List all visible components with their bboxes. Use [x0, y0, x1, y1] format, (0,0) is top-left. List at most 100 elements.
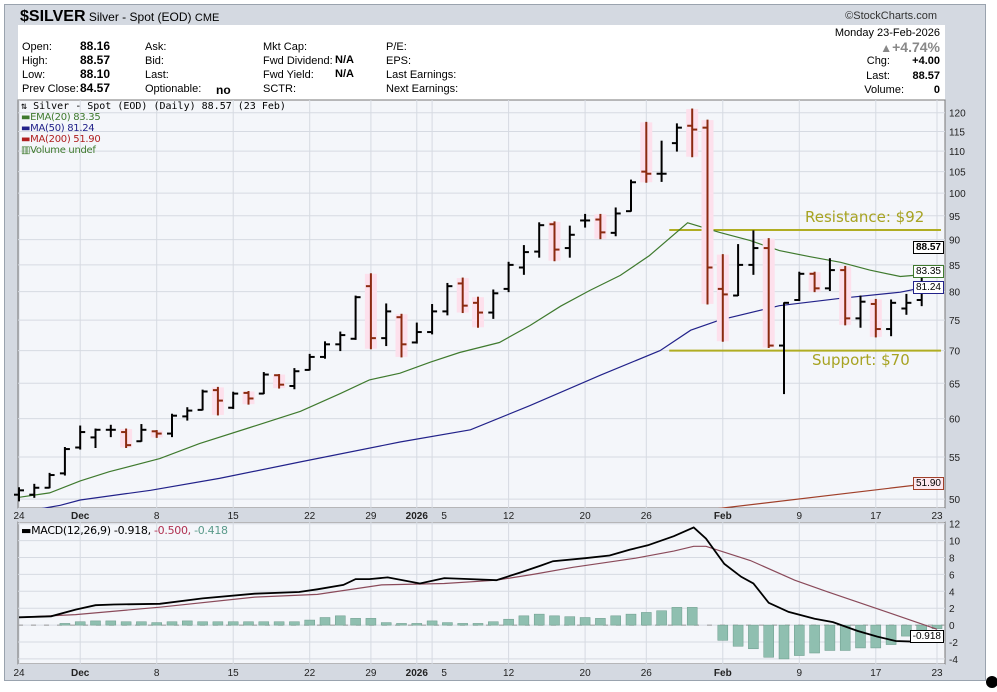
chart-header: $SILVER Silver - Spot (EOD) CME — [20, 8, 219, 27]
support-label: Support: $70 — [812, 351, 910, 369]
macd-histogram-bar — [839, 624, 851, 651]
macd-histogram-bar — [518, 615, 530, 626]
copyright-link[interactable]: ©StockCharts.com — [845, 10, 937, 22]
last-label: Last: — [866, 69, 890, 82]
last-price-tag: 88.57 — [912, 241, 944, 254]
price-tick-label: 100 — [949, 189, 966, 200]
fwd-yield-value: N/A — [335, 68, 354, 80]
date-tick-label: 20 — [580, 668, 592, 679]
chg-row: Chg: +4.00 — [832, 54, 940, 69]
ohlc-bar-up — [534, 222, 545, 258]
ohlc-bar-down — [686, 108, 699, 158]
macd-histogram-bar — [411, 623, 423, 626]
ohlc-bar-up — [656, 140, 667, 182]
legend-volume: ▥Volume undef — [21, 145, 96, 156]
ma200-line — [717, 482, 938, 508]
fwd-yield-label: Fwd Yield: — [263, 69, 314, 81]
date-tick-label: 20 — [580, 511, 592, 522]
ema20-tag: 83.35 — [912, 265, 944, 278]
macd-histogram-bar — [166, 621, 178, 626]
date-tick-label: 8 — [154, 511, 160, 522]
volume-value: 0 — [933, 84, 940, 96]
macd-histogram-bar — [855, 624, 866, 649]
macd-histogram-bar — [151, 622, 162, 626]
ohlc-bar-up — [748, 230, 759, 275]
ohlc-bar-up — [29, 483, 40, 498]
macd-histogram-bar — [564, 616, 576, 626]
ohlc-bar-up — [855, 295, 866, 328]
macd-histogram-bar — [212, 621, 224, 626]
price-tick-label: 105 — [949, 168, 966, 179]
eps-label: EPS: — [386, 55, 412, 67]
legend-ma200: ▬MA(200) 51.90 — [21, 134, 101, 145]
quote-panel: Open: 88.16 High: 88.57 Low: 88.10 Prev … — [18, 25, 945, 100]
macd-histogram-bar — [748, 624, 759, 650]
macd-histogram-bar — [778, 624, 790, 660]
macd-histogram-bar — [472, 623, 484, 626]
date-tick-label: 9 — [797, 511, 803, 522]
macd-legend: ▬MACD(12,26,9) -0.918, -0.500, -0.418 — [21, 524, 228, 537]
macd-histogram-bar — [794, 624, 805, 656]
high-value: 88.57 — [80, 53, 111, 67]
macd-tick-label: 0 — [949, 621, 955, 632]
ohlc-bar-up — [886, 299, 897, 337]
summary-date: Monday 23-Feb-2026 — [834, 27, 940, 39]
open-value: 88.16 — [80, 39, 111, 53]
macd-legend-signal: -0.500, — [154, 524, 191, 537]
next-earnings-label: Next Earnings: — [386, 83, 459, 95]
symbol: $SILVER — [20, 8, 86, 25]
ohlc-bar-down — [456, 277, 469, 314]
macd-histogram-bar — [579, 617, 591, 626]
ohlc-bar-down — [395, 313, 408, 358]
price-tick-label: 115 — [949, 127, 965, 138]
date-tick-label: 22 — [304, 668, 316, 679]
macd-line — [18, 526, 938, 643]
ohlc-bar-up — [733, 244, 744, 297]
ohlc-bar-up — [136, 424, 147, 443]
ohlc-bar-down — [211, 386, 224, 416]
ohlc-bar-down — [701, 119, 714, 305]
low-value: 88.10 — [80, 67, 111, 81]
macd-tick-label: 2 — [949, 604, 955, 615]
ohlc-bar-up — [488, 289, 499, 319]
ohlc-bar-up — [105, 424, 116, 438]
price-tick-label: 90 — [949, 236, 961, 247]
macd-histogram-bar — [442, 622, 453, 626]
bar-chart-icon: ⇅ — [21, 101, 28, 112]
macd-histogram-bar — [136, 621, 147, 626]
price-tick-label: 50 — [949, 495, 961, 506]
macd-histogram-bar — [549, 615, 560, 626]
macd-histogram-bar — [90, 620, 101, 626]
ohlc-bar-down — [839, 265, 852, 326]
macd-histogram-bar — [289, 621, 300, 626]
macd-legend-hist: -0.418 — [194, 524, 228, 537]
ohlc-bar-up — [580, 213, 591, 228]
macd-histogram-bar — [273, 621, 285, 626]
ohlc-bar-up — [794, 271, 805, 302]
macd-tick-label: 8 — [949, 554, 955, 565]
ohlc-bar-down — [762, 238, 775, 348]
ohlc-bar-down — [869, 298, 882, 338]
price-tick-label: 85 — [949, 261, 961, 272]
macd-tick-label: 12 — [949, 520, 961, 531]
date-tick-label: 12 — [503, 511, 515, 522]
bid-label: Bid: — [145, 55, 164, 67]
ohlc-bar-up — [518, 245, 529, 275]
legend-ema20: ▬EMA(20) 83.35 — [21, 112, 101, 123]
up-triangle-icon: ▲ — [880, 40, 893, 55]
date-tick-label: 17 — [870, 668, 882, 679]
macd-histogram-bar — [732, 624, 744, 647]
date-tick-label: 22 — [304, 511, 316, 522]
macd-histogram-bar — [625, 613, 637, 626]
date-tick-label: 15 — [228, 511, 240, 522]
ohlc-bar-up — [824, 258, 835, 292]
ohlc-bar-up — [289, 368, 300, 390]
ohlc-bar-down — [472, 296, 484, 328]
ma50-tag: 81.24 — [912, 281, 944, 294]
high-label: High: — [22, 55, 48, 67]
ohlc-bar-up — [59, 446, 70, 476]
macd-histogram-bar — [457, 623, 468, 626]
price-tick-label: 70 — [949, 347, 961, 358]
macd-histogram-bar — [824, 624, 836, 651]
